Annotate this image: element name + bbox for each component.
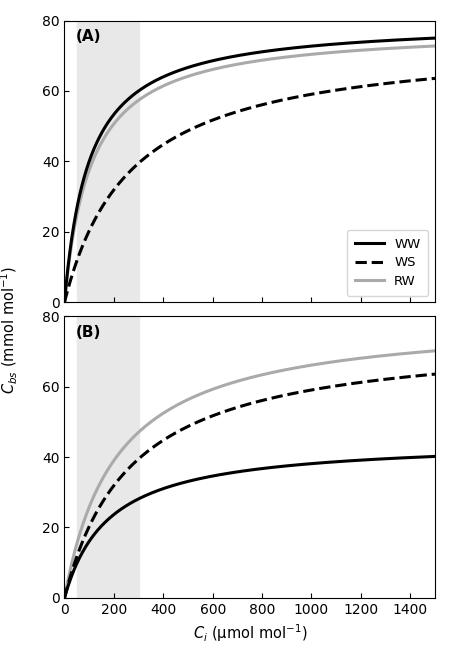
Legend: WW, WS, RW: WW, WS, RW: [347, 230, 428, 295]
Text: (A): (A): [76, 29, 101, 44]
Text: (B): (B): [76, 325, 101, 339]
X-axis label: $C_i$ (μmol mol$^{-1}$): $C_i$ (μmol mol$^{-1}$): [193, 622, 307, 644]
Text: $C_{bs}$ (mmol mol$^{-1}$): $C_{bs}$ (mmol mol$^{-1}$): [0, 266, 19, 393]
Bar: [77, 20, 139, 302]
Bar: [77, 316, 139, 598]
